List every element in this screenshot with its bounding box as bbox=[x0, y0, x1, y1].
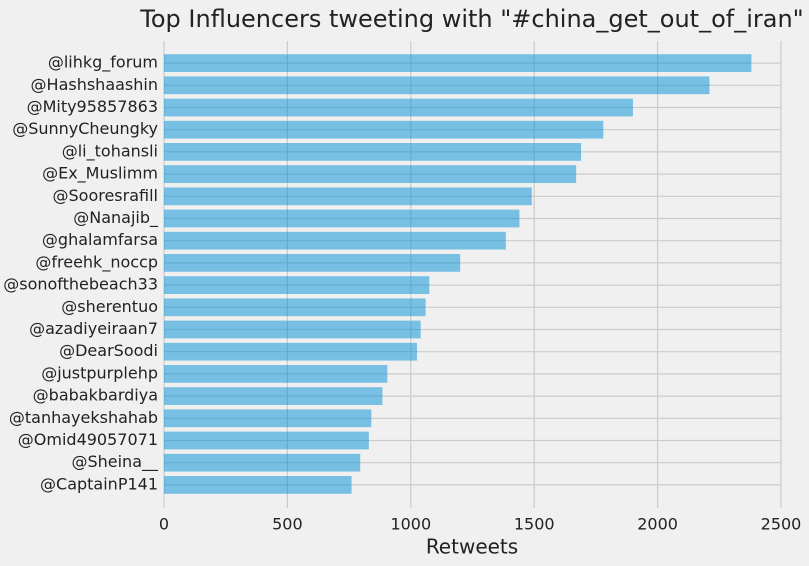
y-tick-label: @tanhayekshahab bbox=[9, 408, 158, 427]
x-tick-label: 2500 bbox=[761, 515, 802, 534]
y-tick-label: @Sheina__ bbox=[71, 452, 159, 472]
x-tick-label: 2000 bbox=[637, 515, 678, 534]
y-tick-label: @Sooresrafill bbox=[53, 186, 159, 205]
y-tick-label: @sherentuo bbox=[61, 297, 158, 316]
bar bbox=[164, 431, 369, 450]
bar bbox=[164, 342, 417, 361]
y-tick-label: @SunnyCheungky bbox=[12, 119, 158, 138]
y-tick-label: @lihkg_forum bbox=[48, 53, 158, 73]
bar bbox=[164, 453, 361, 472]
bar bbox=[164, 98, 633, 117]
bar bbox=[164, 365, 388, 383]
y-tick-label: @li_tohansli bbox=[62, 141, 158, 161]
bar bbox=[164, 387, 383, 405]
bar bbox=[164, 409, 372, 428]
bar bbox=[164, 187, 532, 206]
y-tick-label: @Hashshaashin bbox=[31, 75, 158, 94]
chart-title: Top Influencers tweeting with "#china_ge… bbox=[139, 5, 803, 33]
bar bbox=[164, 476, 352, 494]
x-tick-label: 1500 bbox=[514, 515, 555, 534]
bar bbox=[164, 76, 710, 95]
bar bbox=[164, 165, 577, 183]
y-tick-label: @Ex_Muslimm bbox=[42, 164, 158, 184]
y-tick-label: @DearSoodi bbox=[59, 341, 158, 360]
y-tick-label: @Nanajib_ bbox=[73, 208, 159, 228]
bar bbox=[164, 120, 604, 139]
y-tick-label: @freehk_noccp bbox=[35, 252, 158, 272]
x-tick-label: 1000 bbox=[390, 515, 431, 534]
bar bbox=[164, 298, 426, 317]
y-tick-label: @sonofthebeach33 bbox=[3, 275, 158, 294]
y-tick-label: @Mity95857863 bbox=[27, 97, 158, 116]
y-tick-label: @justpurplehp bbox=[41, 363, 158, 382]
bar bbox=[164, 143, 582, 161]
y-tick-label: @CaptainP141 bbox=[40, 474, 158, 493]
y-tick-label: @babakbardiya bbox=[33, 386, 158, 405]
x-axis-label: Retweets bbox=[426, 535, 518, 559]
bar bbox=[164, 254, 461, 272]
y-tick-label: @azadiyeiraan7 bbox=[29, 319, 158, 338]
x-tick-label: 0 bbox=[159, 515, 169, 534]
x-tick-label: 500 bbox=[272, 515, 303, 534]
y-tick-label: @ghalamfarsa bbox=[42, 230, 158, 249]
bar bbox=[164, 54, 752, 72]
bar bbox=[164, 231, 506, 250]
bar bbox=[164, 276, 430, 294]
bar bbox=[164, 320, 421, 339]
y-tick-label: @Omid49057071 bbox=[18, 430, 158, 449]
bar bbox=[164, 209, 520, 228]
